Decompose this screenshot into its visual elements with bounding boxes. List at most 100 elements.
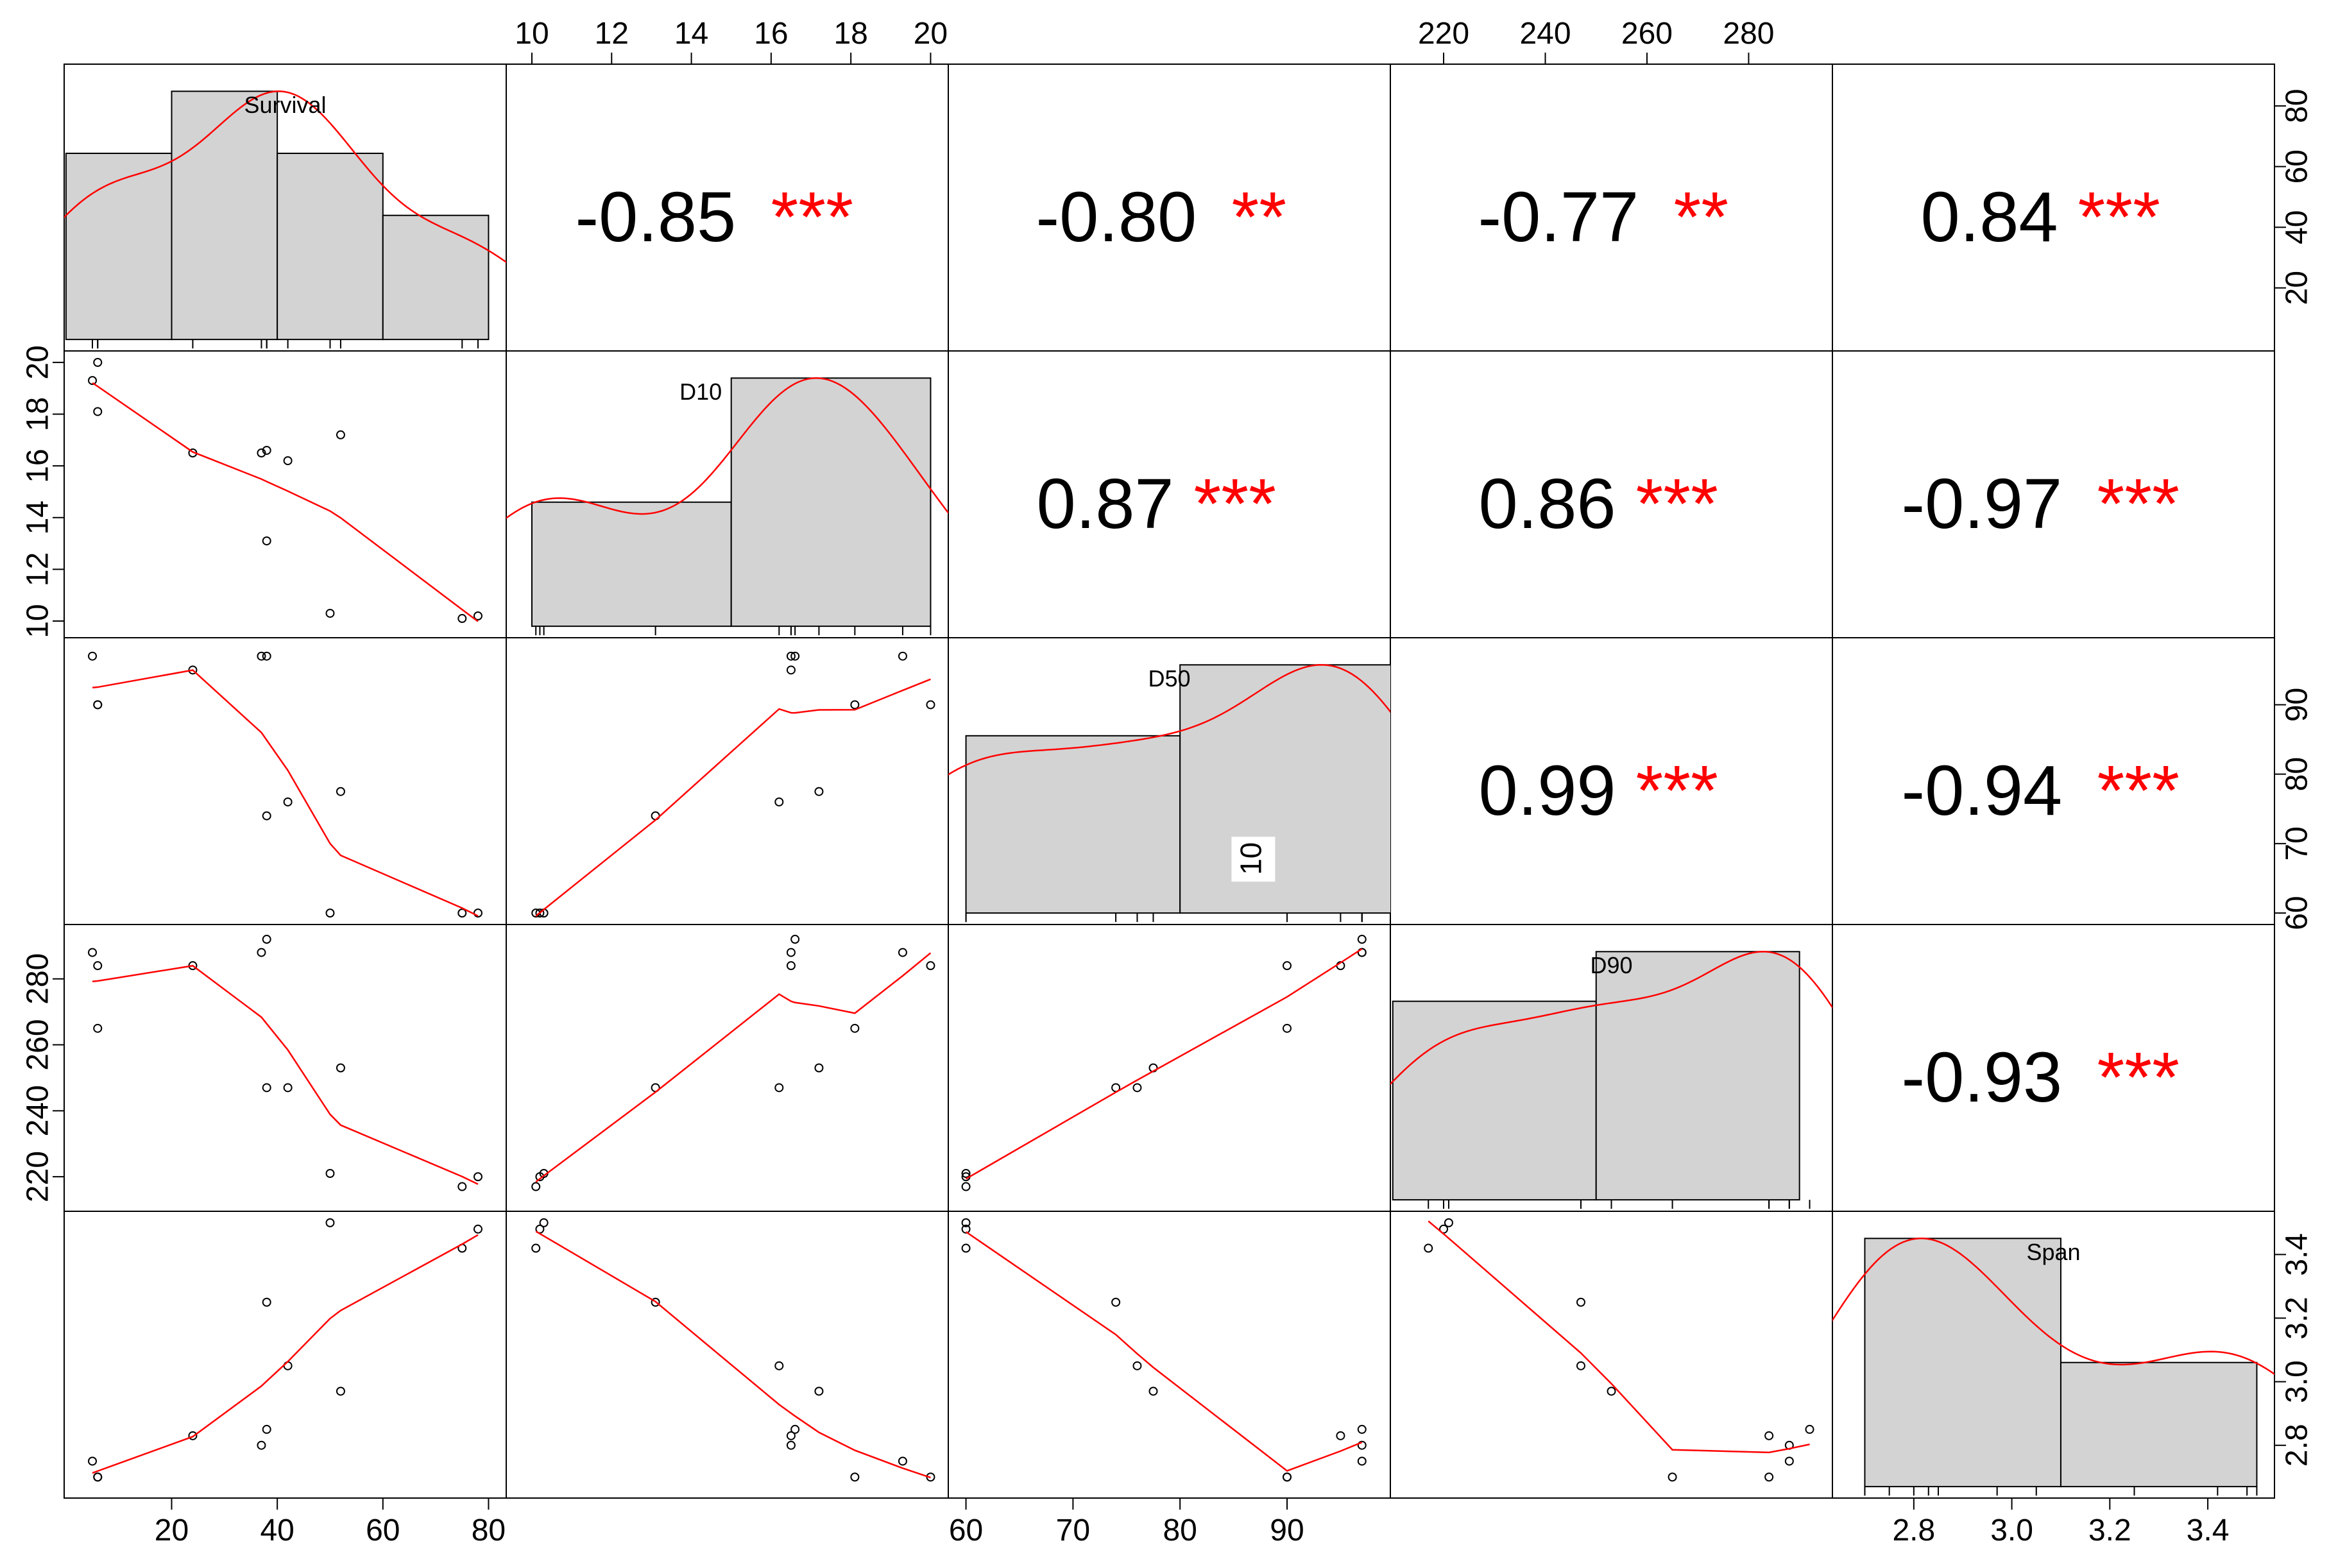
- point-D50-vs-Survival-9: [336, 787, 345, 796]
- panel-border-1-0: [64, 350, 507, 638]
- point-D50-vs-D10-2: [850, 700, 860, 710]
- y-axis-left-D90: 220 240 260 280: [21, 953, 64, 1202]
- x-axis-bottom-Span-tick-label-0: 2.8: [1892, 1513, 1935, 1547]
- histogram-bar-D10-0: [531, 501, 732, 627]
- point-D90-vs-Survival-7: [283, 1083, 293, 1093]
- density-curve-Survival: [64, 90, 506, 264]
- point-Span-vs-Survival-0: [88, 1456, 98, 1466]
- point-D90-vs-D50-6: [1357, 935, 1367, 944]
- histogram-bar-D10-1: [730, 377, 932, 627]
- point-D90-vs-D50-8: [961, 1168, 971, 1178]
- point-Span-vs-D50-7: [1132, 1361, 1142, 1370]
- significance-stars-Survival-D90: **: [1674, 178, 1729, 257]
- point-Span-vs-D10-5: [651, 1297, 660, 1307]
- point-D90-vs-D10-0: [898, 948, 907, 957]
- point-D10-vs-Survival-10: [457, 614, 467, 624]
- x-axis-bottom-D50-tick-label-2: 80: [1163, 1513, 1197, 1547]
- point-D90-vs-D10-3: [786, 961, 796, 971]
- x-axis-bottom-Survival-tick-label-2: 60: [366, 1513, 400, 1547]
- significance-stars-D10-D90: ***: [1636, 464, 1718, 543]
- y-axis-left-D10-tick-label-4: 18: [21, 397, 55, 431]
- point-Span-vs-D50-6: [1357, 1424, 1367, 1434]
- correlation-value-D10-Span: -0.97: [1902, 464, 2063, 543]
- point-D10-vs-Survival-0: [88, 376, 98, 386]
- point-D50-vs-Survival-10: [457, 908, 467, 918]
- point-Span-vs-D90-5: [1576, 1297, 1585, 1307]
- correlation-value-Survival-Span: 0.84: [1921, 178, 2058, 257]
- point-D50-vs-D10-4: [786, 651, 796, 661]
- smooth-line-D90-vs-D10: [535, 952, 932, 1183]
- significance-stars-D10-D50: ***: [1194, 464, 1276, 543]
- significance-stars-Survival-D10: ***: [771, 178, 853, 257]
- histogram-bar-Survival-0: [65, 152, 173, 341]
- point-D90-vs-D10-7: [774, 1083, 784, 1093]
- point-D50-vs-Survival-7: [283, 797, 293, 806]
- scatter-panel-D10-vs-Survival: [88, 357, 482, 624]
- point-Span-vs-D50-4: [1357, 1440, 1367, 1450]
- axis-layer: 20 40 60 80 60 70 80 90 2.8 3.0 3.2 3.4 10 12 14 16 18 20…: [21, 17, 2314, 1547]
- point-Span-vs-Survival-4: [257, 1440, 266, 1450]
- point-D10-vs-Survival-9: [336, 430, 345, 439]
- histogram-bar-D90-0: [1392, 1000, 1597, 1201]
- point-D50-vs-Survival-8: [325, 908, 335, 918]
- panel-border-4-2: [948, 1211, 1391, 1499]
- x-axis-bottom-Span-tick-label-3: 3.4: [2187, 1513, 2230, 1547]
- correlation-value-Survival-D10: -0.85: [576, 178, 737, 257]
- scatter-panel-D90-vs-D50: [961, 935, 1367, 1191]
- x-axis-bottom-Survival-tick-label-0: 20: [155, 1513, 189, 1547]
- point-D50-vs-D10-6: [790, 651, 800, 661]
- point-Span-vs-D50-8: [961, 1218, 971, 1227]
- point-Span-vs-D90-7: [1576, 1361, 1585, 1370]
- point-D90-vs-D50-2: [1282, 1023, 1292, 1033]
- point-D50-vs-D10-0: [898, 651, 907, 661]
- y-axis-left-D90-tick-label-2: 260: [21, 1019, 55, 1070]
- y-axis-right-D50-tick-label-2: 80: [2280, 757, 2314, 791]
- point-D90-vs-D50-1: [1282, 961, 1292, 971]
- point-D10-vs-Survival-11: [473, 611, 482, 620]
- x-axis-top-D90-tick-label-2: 260: [1621, 17, 1673, 51]
- smooth-line-Span-vs-D10: [535, 1231, 931, 1479]
- y-axis-right-Span-tick-label-2: 3.2: [2280, 1297, 2314, 1340]
- variable-label-Span: Span: [2026, 1239, 2080, 1265]
- x-axis-top-D10-tick-label-2: 14: [674, 17, 708, 51]
- point-Span-vs-D90-0: [1784, 1456, 1794, 1466]
- y-axis-right-Span: 2.8 3.0 3.2 3.4: [2274, 1233, 2314, 1467]
- correlation-value-D90-Span: -0.93: [1902, 1038, 2063, 1117]
- significance-stars-D90-Span: ***: [2097, 1038, 2180, 1117]
- panel-border-4-3: [1390, 1211, 1833, 1499]
- point-D10-vs-Survival-5: [262, 536, 271, 546]
- point-D90-vs-Survival-1: [93, 961, 103, 971]
- density-curve-D50: [948, 664, 1390, 776]
- point-Span-vs-Survival-3: [188, 1431, 198, 1440]
- correlation-value-D10-D50: 0.87: [1037, 464, 1174, 543]
- point-D50-vs-Survival-11: [473, 908, 482, 918]
- point-Span-vs-Survival-8: [325, 1218, 335, 1227]
- panel-border-4-4: [1832, 1211, 2275, 1499]
- x-axis-top-D90: 220 240 260 280: [1418, 17, 1774, 64]
- point-Span-vs-D90-10: [1424, 1243, 1433, 1253]
- y-axis-right-Survival: 20 40 60 80: [2274, 89, 2314, 305]
- x-axis-bottom-Span-tick-label-1: 3.0: [1990, 1513, 2033, 1547]
- x-axis-bottom-Survival: 20 40 60 80: [155, 1498, 506, 1547]
- point-D50-vs-D10-11: [535, 908, 545, 918]
- x-axis-bottom-Span-tick-label-2: 3.2: [2088, 1513, 2131, 1547]
- smooth-line-D10-vs-Survival: [92, 382, 479, 622]
- x-axis-bottom-D50-tick-label-0: 60: [949, 1513, 983, 1547]
- histogram-D90: D90: [1390, 951, 1832, 1209]
- x-axis-bottom-D50: 60 70 80 90: [949, 1498, 1304, 1547]
- x-axis-bottom-Survival-tick-label-3: 80: [472, 1513, 506, 1547]
- correlation-value-Survival-D50: -0.80: [1036, 178, 1197, 257]
- y-axis-right-D50-tick-label-3: 90: [2280, 688, 2314, 722]
- point-Span-vs-D50-0: [1357, 1456, 1367, 1466]
- y-axis-left-D10: 10 12 14 16 18 20: [21, 345, 64, 638]
- histogram-Span: Span: [1832, 1238, 2274, 1496]
- variable-label-Survival: Survival: [244, 92, 326, 118]
- y-axis-right-D50-tick-label-1: 70: [2280, 826, 2314, 860]
- smooth-line-Span-vs-Survival: [92, 1234, 479, 1474]
- histogram-bar-Span-1: [2060, 1361, 2258, 1488]
- point-Span-vs-D50-11: [961, 1224, 971, 1234]
- point-Span-vs-D10-7: [774, 1361, 784, 1370]
- point-Span-vs-D10-6: [790, 1424, 800, 1434]
- point-Span-vs-Survival-11: [473, 1224, 482, 1234]
- variable-label-D90: D90: [1590, 952, 1632, 978]
